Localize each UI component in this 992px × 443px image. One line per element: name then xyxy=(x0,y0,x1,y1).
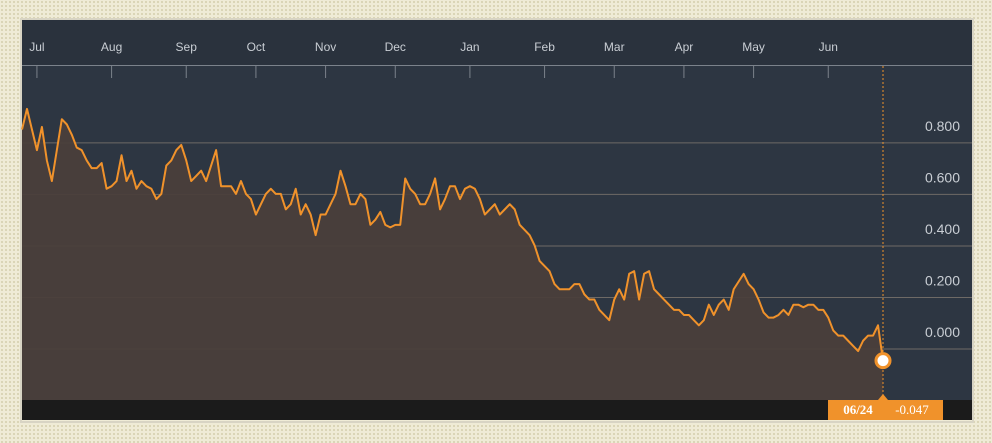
header xyxy=(22,20,972,65)
marker-pointer xyxy=(878,394,888,400)
footer xyxy=(22,400,972,420)
x-tick-label: Jul xyxy=(29,40,44,54)
x-tick-label: Jun xyxy=(819,40,838,54)
y-tick-label: 0.400 xyxy=(925,221,960,237)
marker-date: 06/24 xyxy=(843,402,873,417)
overlay: 0.000 0.200 0.400 0.600 0.800 Jul Aug Sep Oct Nov… xyxy=(29,40,960,420)
x-tick-label: Sep xyxy=(176,40,198,54)
marker-box xyxy=(828,400,943,420)
x-tick-label: Mar xyxy=(604,40,625,54)
line xyxy=(21,107,884,361)
x-tick-label: Feb xyxy=(534,40,555,54)
x-tick-label: Apr xyxy=(675,40,694,54)
x-tick-label: Nov xyxy=(315,40,336,54)
x-tick-label: May xyxy=(742,40,765,54)
frame xyxy=(20,18,974,423)
x-tick-label: Jan xyxy=(460,40,479,54)
area xyxy=(22,108,883,400)
y-tick-label: 0.000 xyxy=(925,324,960,340)
x-tick-label: Aug xyxy=(101,40,122,54)
x-tick-label: Dec xyxy=(385,40,406,54)
plot xyxy=(21,107,972,400)
x-tick-label: Oct xyxy=(247,40,266,54)
y-tick-label: 0.600 xyxy=(925,170,960,186)
y-tick-label: 0.200 xyxy=(925,273,960,289)
y-tick-label: 0.800 xyxy=(925,118,960,134)
marker-value: -0.047 xyxy=(895,402,929,417)
marker xyxy=(874,352,892,370)
